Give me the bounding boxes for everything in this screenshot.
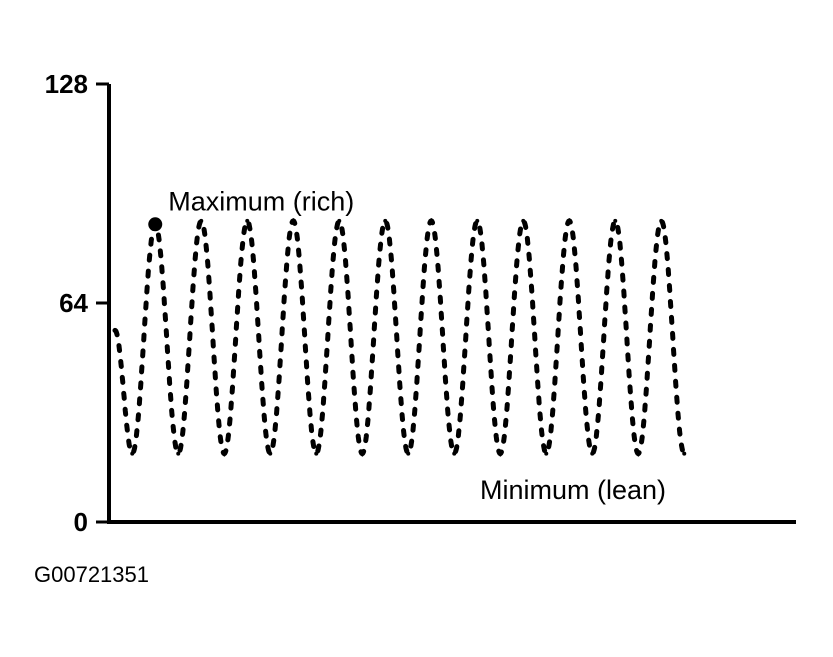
data-point xyxy=(222,451,227,456)
data-point xyxy=(590,451,595,456)
data-point xyxy=(383,218,388,223)
data-point xyxy=(429,218,434,223)
series-line xyxy=(112,218,687,457)
data-point xyxy=(659,218,664,223)
data-point xyxy=(360,451,365,456)
data-point xyxy=(498,451,503,456)
data-point xyxy=(613,218,618,223)
data-point xyxy=(636,451,641,456)
annotation-max: Maximum (rich) xyxy=(168,186,354,216)
data-point xyxy=(199,218,204,223)
data-point xyxy=(475,218,480,223)
data-point xyxy=(176,451,181,456)
y-tick-label: 128 xyxy=(45,69,88,99)
data-point xyxy=(544,451,549,456)
data-point xyxy=(521,218,526,223)
data-point xyxy=(567,218,572,223)
data-point xyxy=(337,218,342,223)
y-tick-label: 64 xyxy=(59,288,88,318)
data-point xyxy=(682,451,687,456)
y-tick-label: 0 xyxy=(74,507,88,537)
data-point xyxy=(291,218,296,223)
data-point xyxy=(268,451,273,456)
data-point xyxy=(113,328,117,333)
data-point xyxy=(314,451,319,456)
figure-id: G00721351 xyxy=(34,562,149,587)
data-point xyxy=(452,451,457,456)
annotation-min: Minimum (lean) xyxy=(480,475,666,505)
data-point xyxy=(245,218,250,223)
data-point xyxy=(406,451,411,456)
max-marker xyxy=(148,217,163,232)
data-point xyxy=(130,451,135,456)
